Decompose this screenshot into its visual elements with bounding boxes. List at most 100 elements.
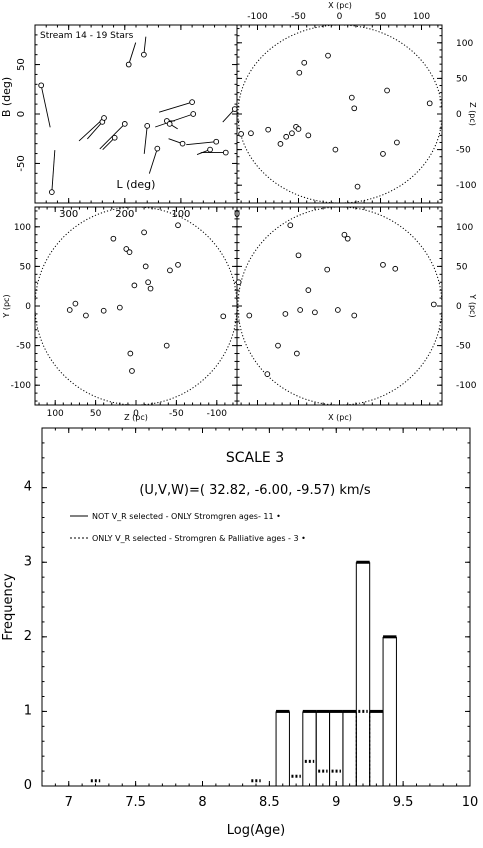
- star-marker: [341, 231, 348, 238]
- histogram-ylabel: Frequency: [1, 573, 16, 640]
- panel-x-z-points: [238, 52, 433, 190]
- star-marker: [111, 134, 118, 141]
- star-marker: [126, 249, 133, 255]
- y-tick-label: 0: [16, 111, 27, 117]
- star-marker: [289, 130, 295, 137]
- star-marker: [305, 132, 312, 139]
- y-tick-label: 3: [24, 554, 32, 569]
- panel-x-z-frame: [236, 24, 443, 204]
- proper-motion-vector: [148, 148, 158, 174]
- panel-l-b-xlabel: L (deg): [117, 178, 156, 191]
- panel-z-y-ylabel: Y (pc): [2, 294, 11, 318]
- star-marker: [141, 51, 147, 58]
- star-marker: [129, 368, 135, 374]
- star-marker: [141, 229, 147, 236]
- star-marker: [83, 312, 89, 319]
- histogram-xlabel: Log(Age): [227, 823, 286, 838]
- star-marker: [231, 106, 238, 112]
- y-tick-label: 100: [14, 223, 31, 233]
- star-marker: [121, 121, 128, 127]
- x-tick-label: 0: [133, 409, 139, 419]
- legend-dotted-label: ONLY V_R selected - Stromgren & Palliati…: [92, 534, 306, 543]
- x-tick-label: -100: [247, 12, 268, 22]
- panel-x-y-points: [235, 222, 437, 377]
- panel-x-z: -100 -50 0 50 100 100 50 0 -50 -100 X (pc) Z (pc): [236, 1, 477, 204]
- panel-z-y-ticks: 100 50 0 -50 -100 100 50 0 -50 -100: [11, 207, 237, 419]
- star-marker: [72, 300, 79, 307]
- star-marker: [246, 312, 253, 319]
- star-marker: [295, 252, 302, 259]
- star-marker: [147, 285, 154, 292]
- y-tick-label: 4: [24, 480, 32, 495]
- star-marker: [145, 279, 151, 286]
- star-marker: [100, 307, 107, 314]
- star-marker: [167, 267, 173, 274]
- x-tick-label: 7: [65, 795, 73, 810]
- y-tick-label: -50: [16, 155, 27, 171]
- star-marker: [163, 342, 170, 349]
- y-tick-label: 0: [25, 302, 31, 312]
- proper-motion-vector: [40, 85, 51, 128]
- y-tick-label: 50: [456, 262, 468, 272]
- star-marker: [351, 312, 358, 319]
- star-marker: [325, 52, 331, 59]
- star-marker: [101, 115, 107, 121]
- star-marker: [175, 222, 181, 229]
- star-marker: [207, 146, 213, 153]
- star-marker: [48, 189, 55, 195]
- y-tick-label: -50: [16, 342, 31, 352]
- proper-motion-vector: [86, 121, 103, 140]
- x-tick-label: 9.5: [393, 795, 414, 810]
- star-marker: [297, 307, 303, 313]
- y-tick-label: -100: [456, 381, 477, 391]
- panel-z-y-xlabel: Z (pc): [124, 413, 148, 422]
- x-tick-label: 100: [171, 209, 190, 220]
- y-tick-label: 100: [456, 39, 473, 49]
- histogram-title: SCALE 3: [226, 450, 284, 466]
- star-marker: [175, 261, 181, 268]
- y-tick-label: 2: [24, 629, 32, 644]
- star-marker: [220, 313, 227, 320]
- star-marker: [344, 235, 351, 242]
- proper-motion-vector: [222, 108, 236, 123]
- star-marker: [283, 133, 290, 140]
- star-marker: [166, 121, 173, 127]
- y-tick-label: 50: [16, 58, 27, 71]
- star-marker: [430, 301, 437, 308]
- star-marker: [222, 149, 229, 156]
- panel-z-y: 100 50 0 -50 -100 100 50 0 -50 -100 Z (pc) Y (pc): [2, 206, 238, 422]
- panel-x-z-ylabel: Z (pc): [468, 102, 477, 126]
- panel-l-b-title: Stream 14 - 19 Stars: [40, 31, 134, 41]
- y-tick-label: -100: [11, 381, 32, 391]
- star-marker: [351, 105, 358, 112]
- panel-l-b-points: [38, 51, 238, 195]
- histogram-frame: [41, 427, 471, 787]
- star-marker: [287, 222, 294, 229]
- star-marker: [426, 100, 433, 107]
- star-marker: [294, 350, 300, 357]
- x-tick-label: -50: [291, 12, 306, 22]
- star-marker: [324, 266, 331, 273]
- y-tick-label: -50: [456, 146, 471, 156]
- star-marker: [305, 287, 312, 294]
- star-marker: [264, 371, 271, 377]
- proper-motion-vector: [128, 42, 137, 65]
- x-tick-label: 100: [47, 409, 64, 419]
- y-tick-label: 0: [456, 302, 462, 312]
- star-marker: [213, 138, 220, 145]
- star-marker: [248, 130, 254, 137]
- star-marker: [275, 342, 281, 349]
- star-marker: [190, 111, 197, 117]
- panel-x-y-xlabel: X (pc): [328, 413, 352, 422]
- proper-motion-vector: [143, 125, 148, 154]
- star-marker: [127, 350, 134, 357]
- panel-x-y: 100 50 0 -50 -100 X (pc) Y (pc): [235, 206, 477, 422]
- histogram-bars: [90, 560, 397, 786]
- y-tick-label: 0: [456, 110, 462, 120]
- star-marker: [277, 141, 284, 147]
- star-marker: [66, 307, 73, 313]
- proper-motion-vector: [186, 141, 217, 146]
- histogram-ticks: 7 7.5 8 8.5 9 9.5 10 0 1 2 3 4: [24, 427, 478, 810]
